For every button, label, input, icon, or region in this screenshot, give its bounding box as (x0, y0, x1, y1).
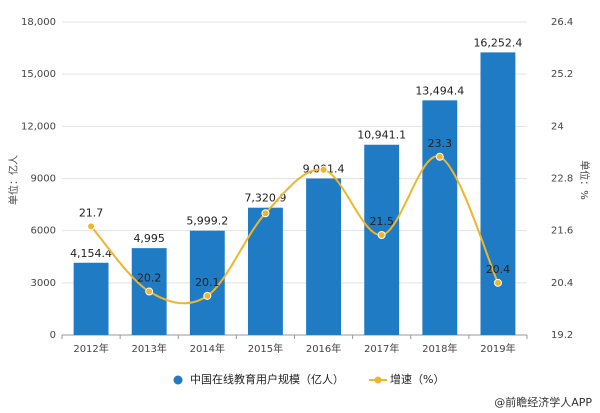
line-point (319, 165, 328, 174)
line-point (377, 231, 386, 240)
y-axis-title: 单位：亿人 (7, 155, 20, 205)
bar (480, 52, 516, 335)
y-tick-label: 15,000 (21, 69, 56, 80)
line-point (203, 291, 212, 300)
legend-swatch (374, 376, 382, 384)
bar (422, 100, 458, 335)
y2-tick-label: 20.4 (551, 278, 573, 289)
line-point (493, 278, 502, 287)
line-value-label: 21.5 (369, 215, 394, 228)
y2-tick-label: 22.8 (551, 174, 573, 185)
y-tick-label: 0 (50, 330, 56, 341)
y-tick-label: 3000 (31, 278, 56, 289)
bar (306, 178, 341, 335)
bar (73, 262, 109, 335)
x-tick-label: 2015年 (248, 342, 283, 355)
line-value-label: 23.3 (428, 137, 453, 150)
y2-axis-title: 单位：% (578, 160, 591, 200)
x-tick-label: 2013年 (131, 342, 166, 355)
y2-tick-label: 19.2 (551, 330, 573, 341)
y-tick-label: 6000 (31, 226, 56, 237)
bar-value-label: 4,995 (133, 232, 165, 245)
line-point (435, 152, 444, 161)
legend-swatch (173, 375, 183, 385)
line-point (145, 287, 154, 296)
x-tick-label: 2019年 (480, 342, 515, 355)
x-tick-label: 2018年 (422, 342, 457, 355)
bar-value-label: 5,999.2 (186, 215, 228, 228)
x-tick-label: 2016年 (306, 342, 341, 355)
x-tick-label: 2012年 (73, 342, 108, 355)
x-tick-label: 2017年 (364, 342, 399, 355)
line-value-label: 20.1 (195, 276, 220, 289)
y-tick-label: 18,000 (21, 17, 56, 28)
y2-tick-label: 26.4 (551, 17, 573, 28)
y2-tick-label: 21.6 (551, 226, 573, 237)
line-point (87, 222, 96, 231)
legend-label: 中国在线教育用户规模（亿人） (190, 372, 344, 386)
line-value-label: 20.2 (137, 272, 162, 285)
y2-tick-label: 25.2 (551, 69, 573, 80)
bar-value-label: 16,252.4 (473, 36, 522, 49)
y2-tick-label: 24 (551, 121, 564, 132)
y-tick-label: 12,000 (21, 121, 56, 132)
bar (364, 144, 400, 335)
source: @前瞻经济学人APP (494, 395, 592, 409)
legend-label: 增速（%） (390, 372, 444, 386)
x-tick-label: 2014年 (190, 342, 225, 355)
bar-value-label: 13,494.4 (415, 84, 464, 97)
bar-value-label: 10,941.1 (357, 129, 406, 142)
line-value-label: 20.4 (486, 263, 511, 276)
y-tick-label: 9000 (31, 174, 56, 185)
line-point (261, 209, 270, 218)
bar (248, 207, 283, 335)
bar-value-label: 4,154.4 (70, 247, 112, 260)
line-value-label: 21.7 (79, 206, 104, 219)
